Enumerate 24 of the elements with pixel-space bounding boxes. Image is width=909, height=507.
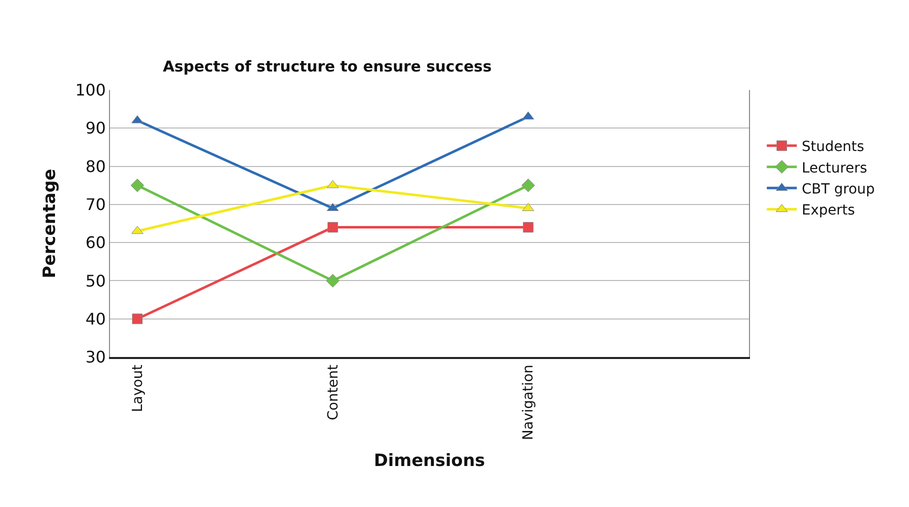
point: [522, 222, 534, 233]
x-tick-label: Layout: [130, 364, 146, 412]
point: [328, 222, 338, 233]
legend-label: Lecturers: [802, 160, 868, 176]
y-tick-label: 80: [85, 156, 106, 176]
chart-title: Aspects of structure to ensure success: [162, 57, 492, 76]
point: [130, 178, 144, 192]
x-axis-title: Dimensions: [374, 451, 486, 472]
y-tick-label: 50: [85, 271, 106, 290]
y-tick-label: 100: [75, 80, 106, 100]
y-tick-label: 30: [85, 348, 106, 367]
point: [132, 314, 143, 324]
point: [521, 178, 535, 192]
y-tick-label: 60: [85, 233, 106, 252]
y-tick-label: 70: [85, 195, 106, 214]
legend-label: CBT group: [802, 182, 875, 198]
legend-label: Students: [802, 139, 864, 156]
y-axis-title: Percentage: [40, 168, 60, 278]
x-tick-label: Content: [325, 364, 342, 420]
y-tick-label: 40: [85, 309, 106, 328]
point: [326, 274, 340, 288]
legend-label: Experts: [802, 202, 855, 219]
x-tick-label: Navigation: [520, 364, 537, 440]
y-tick-label: 90: [85, 118, 106, 138]
